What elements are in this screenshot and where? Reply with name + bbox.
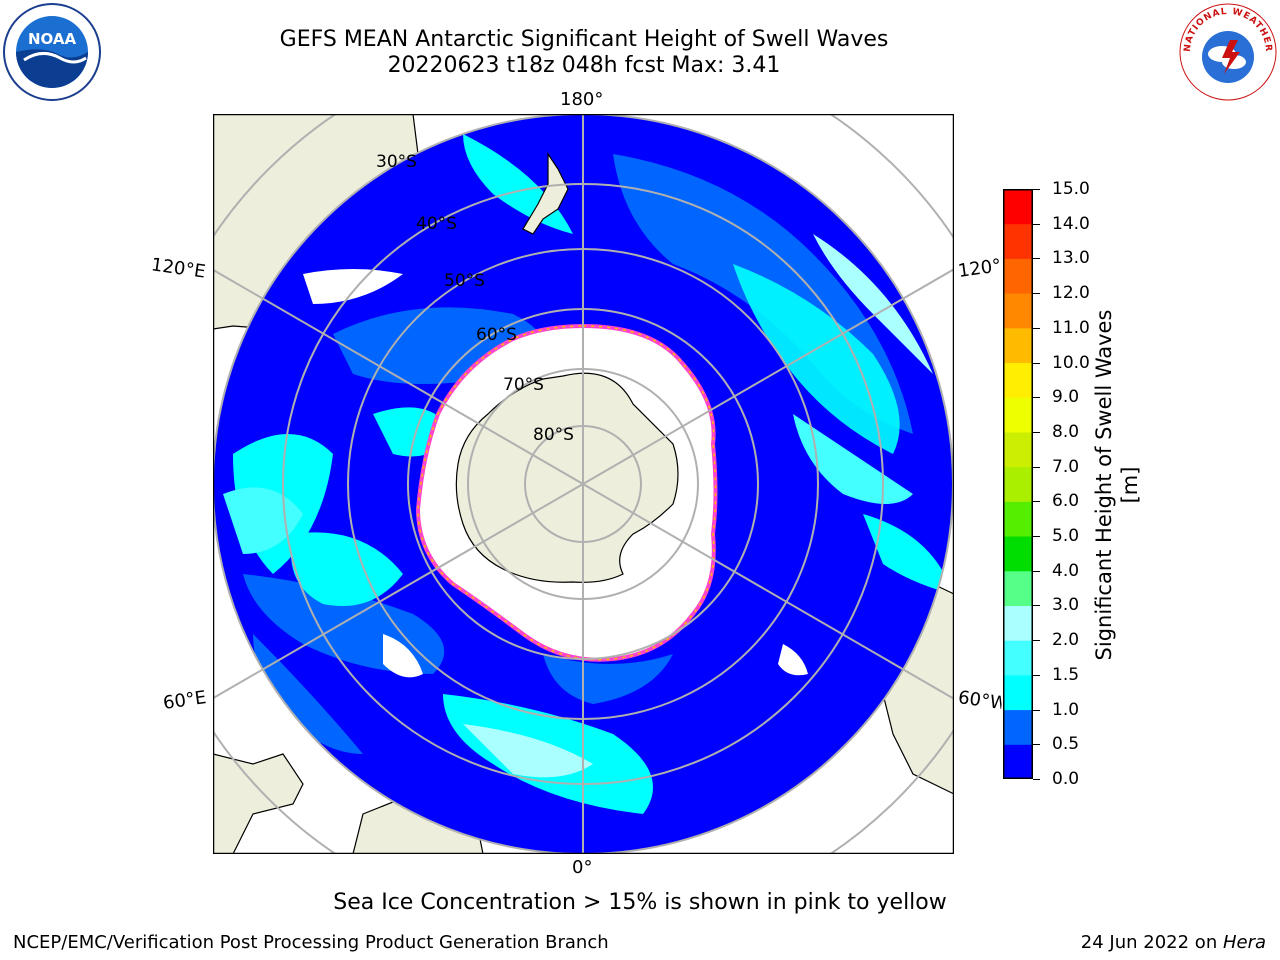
colorbar-tick-label: 5.0 (1052, 526, 1080, 547)
colorbar-tick-label: 1.0 (1052, 699, 1080, 720)
lat-label-30s: 30°S (376, 152, 417, 172)
lat-label-40s: 40°S (416, 214, 457, 234)
colorbar-segment (1003, 640, 1033, 676)
colorbar (1003, 189, 1033, 780)
colorbar-tick-mark (1033, 570, 1040, 572)
colorbar-tick-mark (1033, 709, 1040, 711)
colorbar-segment (1003, 605, 1033, 641)
colorbar-segment (1003, 431, 1033, 468)
colorbar-segment (1003, 744, 1033, 780)
nws-logo-icon: NATIONAL WEATHER SERVICE (1174, 0, 1278, 106)
colorbar-tick-label: 2.0 (1052, 630, 1080, 651)
colorbar-tick-label: 9.0 (1052, 387, 1080, 408)
map-subtitle: 20220623 t18z 048h fcst Max: 3.41 (387, 53, 781, 78)
map-title: GEFS MEAN Antarctic Significant Height o… (279, 27, 889, 52)
colorbar-tick-mark (1033, 362, 1040, 364)
footer-host: Hera (1222, 932, 1266, 953)
colorbar-segment (1003, 327, 1033, 364)
colorbar-segment (1003, 501, 1033, 537)
lon-label-60w: 60°W (956, 687, 1004, 714)
colorbar-tick-label: 4.0 (1052, 560, 1080, 581)
lon-label-120w: 120°W (956, 255, 1004, 282)
colorbar-segment (1003, 293, 1033, 329)
lat-label-70s: 70°S (503, 375, 544, 395)
colorbar-tick-mark (1033, 397, 1040, 399)
map-frame-border (213, 114, 954, 854)
colorbar-tick-mark (1033, 536, 1040, 538)
colorbar-tick-mark (1033, 293, 1040, 295)
footer-date-text: 24 Jun 2022 on (1080, 932, 1223, 953)
colorbar-segment (1003, 466, 1033, 502)
colorbar-tick-label: 3.0 (1052, 595, 1080, 616)
colorbar-tick-mark (1033, 501, 1040, 503)
colorbar-tick-mark (1033, 431, 1040, 433)
colorbar-tick-mark (1033, 779, 1040, 780)
colorbar-border (1003, 189, 1033, 779)
colorbar-tick-mark (1033, 189, 1040, 190)
colorbar-tick-label: 1.5 (1052, 664, 1080, 685)
colorbar-tick-label: 12.0 (1052, 283, 1090, 304)
lon-label-0: 0° (572, 857, 593, 878)
colorbar-tick-mark (1033, 223, 1040, 225)
colorbar-tick-label: 11.0 (1052, 317, 1090, 338)
colorbar-tick-label: 6.0 (1052, 491, 1080, 512)
colorbar-tick-label: 0.5 (1052, 734, 1080, 755)
colorbar-label: Significant Height of Swell Waves [m] (1092, 309, 1142, 661)
colorbar-tick-label: 0.0 (1052, 769, 1080, 789)
colorbar-tick-mark (1033, 674, 1040, 676)
lat-label-80s: 80°S (533, 425, 574, 445)
colorbar-segment (1003, 362, 1033, 398)
colorbar-tick-label: 7.0 (1052, 456, 1080, 477)
colorbar-tick-mark (1033, 327, 1040, 329)
colorbar-tick-label: 8.0 (1052, 421, 1080, 442)
lon-label-120e: 120°E (149, 254, 207, 283)
colorbar-tick-label: 14.0 (1052, 213, 1090, 234)
land-new-zealand (522, 152, 569, 235)
colorbar-tick-label: 10.0 (1052, 352, 1090, 373)
colorbar-segment (1003, 397, 1033, 433)
colorbar-svg (1003, 189, 1033, 780)
colorbar-segment (1003, 674, 1033, 711)
footer-date: 24 Jun 2022 on Hera (1081, 932, 1266, 953)
colorbar-segment (1003, 536, 1033, 572)
colorbar-segment (1003, 709, 1033, 745)
land-antarctica (455, 372, 679, 583)
colorbar-tick-mark (1033, 640, 1040, 642)
lat-label-50s: 50°S (444, 271, 485, 291)
colorbar-segment (1003, 189, 1033, 225)
noaa-logo-text: NOAA (28, 30, 77, 48)
lon-label-180: 180° (560, 89, 604, 110)
polar-map-svg (213, 114, 954, 854)
footer-credit: NCEP/EMC/Verification Post Processing Pr… (13, 932, 609, 953)
colorbar-tick-mark (1033, 605, 1040, 607)
lat-label-60s: 60°S (476, 325, 517, 345)
colorbar-segment (1003, 570, 1033, 606)
colorbar-tick-mark (1033, 258, 1040, 260)
colorbar-segment (1003, 223, 1033, 259)
polar-map (213, 114, 954, 854)
colorbar-tick-mark (1033, 466, 1040, 468)
lon-label-60e: 60°E (161, 687, 208, 714)
colorbar-tick-label: 15.0 (1052, 179, 1090, 199)
sea-ice-note: Sea Ice Concentration > 15% is shown in … (333, 890, 947, 915)
land-africa (213, 753, 304, 854)
noaa-logo-icon: NOAA (2, 2, 102, 106)
colorbar-tick-label: 13.0 (1052, 248, 1090, 269)
colorbar-segment (1003, 258, 1033, 294)
colorbar-tick-mark (1033, 744, 1040, 746)
